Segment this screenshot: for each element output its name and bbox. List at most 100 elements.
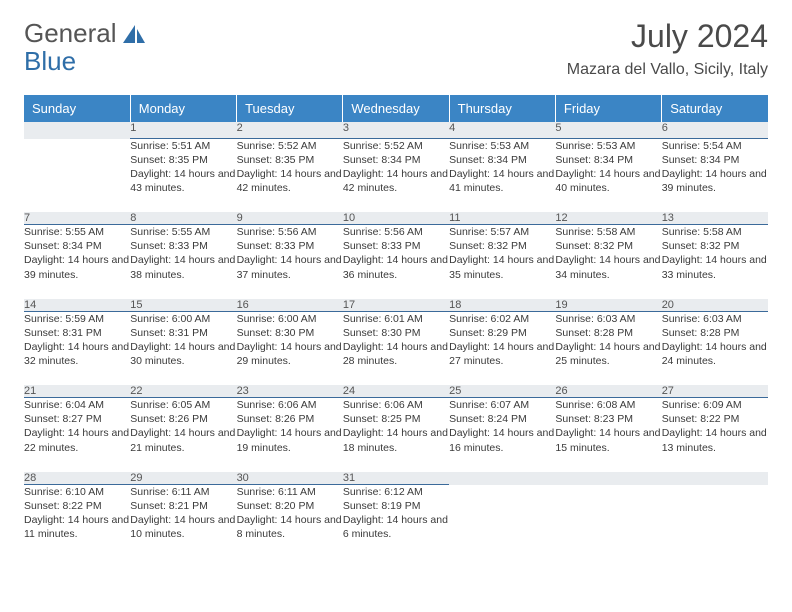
day-number-cell: 2 [237,122,343,138]
logo: General [24,18,149,49]
sunset-line: Sunset: 8:34 PM [555,153,661,167]
logo-text-2: Blue [24,46,76,77]
day-number-row: 14151617181920 [24,295,768,312]
daylight-line: Daylight: 14 hours and 41 minutes. [449,167,555,195]
sunset-line: Sunset: 8:23 PM [555,412,661,426]
sunrise-line: Sunrise: 6:03 AM [555,312,661,326]
sunset-line: Sunset: 8:35 PM [130,153,236,167]
day-number-cell: 6 [662,122,768,138]
sunset-line: Sunset: 8:30 PM [237,326,343,340]
day-number-cell: 11 [449,208,555,225]
sunset-line: Sunset: 8:28 PM [662,326,768,340]
sunrise-line: Sunrise: 5:58 AM [662,225,768,239]
sunset-line: Sunset: 8:33 PM [237,239,343,253]
page-header: General July 2024 Mazara del Vallo, Sici… [24,18,768,79]
weekday-header: Monday [130,95,236,122]
daylight-line: Daylight: 14 hours and 38 minutes. [130,253,236,281]
sunset-line: Sunset: 8:22 PM [662,412,768,426]
sunrise-line: Sunrise: 6:09 AM [662,398,768,412]
sunset-line: Sunset: 8:32 PM [662,239,768,253]
day-content-cell: Sunrise: 5:51 AMSunset: 8:35 PMDaylight:… [130,138,236,208]
day-number-row: 123456 [24,122,768,138]
sunrise-line: Sunrise: 6:01 AM [343,312,449,326]
day-content-cell: Sunrise: 5:56 AMSunset: 8:33 PMDaylight:… [237,225,343,295]
day-content-cell: Sunrise: 6:03 AMSunset: 8:28 PMDaylight:… [662,311,768,381]
day-content-cell: Sunrise: 6:07 AMSunset: 8:24 PMDaylight:… [449,398,555,468]
sunrise-line: Sunrise: 5:52 AM [343,139,449,153]
sunrise-line: Sunrise: 6:06 AM [343,398,449,412]
day-content-cell: Sunrise: 5:53 AMSunset: 8:34 PMDaylight:… [449,138,555,208]
day-content-cell: Sunrise: 5:55 AMSunset: 8:34 PMDaylight:… [24,225,130,295]
daylight-line: Daylight: 14 hours and 10 minutes. [130,513,236,541]
day-content-cell: Sunrise: 5:55 AMSunset: 8:33 PMDaylight:… [130,225,236,295]
day-content-cell: Sunrise: 5:56 AMSunset: 8:33 PMDaylight:… [343,225,449,295]
day-content-cell: Sunrise: 6:03 AMSunset: 8:28 PMDaylight:… [555,311,661,381]
day-content-cell: Sunrise: 5:52 AMSunset: 8:35 PMDaylight:… [237,138,343,208]
daylight-line: Daylight: 14 hours and 42 minutes. [237,167,343,195]
day-content-row: Sunrise: 5:59 AMSunset: 8:31 PMDaylight:… [24,311,768,381]
logo-text-1: General [24,18,117,49]
daylight-line: Daylight: 14 hours and 18 minutes. [343,426,449,454]
day-content-cell: Sunrise: 6:01 AMSunset: 8:30 PMDaylight:… [343,311,449,381]
weekday-row: SundayMondayTuesdayWednesdayThursdayFrid… [24,95,768,122]
day-content-cell [449,484,555,554]
sunset-line: Sunset: 8:21 PM [130,499,236,513]
sunrise-line: Sunrise: 6:02 AM [449,312,555,326]
day-number-cell: 13 [662,208,768,225]
day-content-cell: Sunrise: 5:58 AMSunset: 8:32 PMDaylight:… [555,225,661,295]
sunrise-line: Sunrise: 5:59 AM [24,312,130,326]
day-content-cell: Sunrise: 6:10 AMSunset: 8:22 PMDaylight:… [24,484,130,554]
daylight-line: Daylight: 14 hours and 37 minutes. [237,253,343,281]
day-content-cell: Sunrise: 6:02 AMSunset: 8:29 PMDaylight:… [449,311,555,381]
day-number-cell: 3 [343,122,449,138]
day-number-cell [555,468,661,485]
sunset-line: Sunset: 8:34 PM [24,239,130,253]
day-number-cell: 10 [343,208,449,225]
sunset-line: Sunset: 8:26 PM [130,412,236,426]
daylight-line: Daylight: 14 hours and 43 minutes. [130,167,236,195]
sunset-line: Sunset: 8:35 PM [237,153,343,167]
day-content-cell: Sunrise: 6:11 AMSunset: 8:21 PMDaylight:… [130,484,236,554]
day-number-cell [449,468,555,485]
daylight-line: Daylight: 14 hours and 32 minutes. [24,340,130,368]
daylight-line: Daylight: 14 hours and 21 minutes. [130,426,236,454]
weekday-header: Saturday [662,95,768,122]
day-number-cell: 24 [343,381,449,398]
day-number-cell: 9 [237,208,343,225]
day-content-row: Sunrise: 5:51 AMSunset: 8:35 PMDaylight:… [24,138,768,208]
month-title: July 2024 [567,18,768,55]
day-number-cell [24,122,130,138]
day-number-cell: 4 [449,122,555,138]
day-number-cell: 8 [130,208,236,225]
day-number-cell: 18 [449,295,555,312]
daylight-line: Daylight: 14 hours and 11 minutes. [24,513,130,541]
day-content-cell: Sunrise: 6:00 AMSunset: 8:31 PMDaylight:… [130,311,236,381]
weekday-header: Wednesday [343,95,449,122]
daylight-line: Daylight: 14 hours and 40 minutes. [555,167,661,195]
day-number-row: 28293031 [24,468,768,485]
sunrise-line: Sunrise: 5:52 AM [237,139,343,153]
title-block: July 2024 Mazara del Vallo, Sicily, Ital… [567,18,768,79]
day-number-cell: 25 [449,381,555,398]
sunset-line: Sunset: 8:20 PM [237,499,343,513]
sunset-line: Sunset: 8:34 PM [449,153,555,167]
day-number-row: 21222324252627 [24,381,768,398]
weekday-header: Tuesday [237,95,343,122]
daylight-line: Daylight: 14 hours and 33 minutes. [662,253,768,281]
sunset-line: Sunset: 8:24 PM [449,412,555,426]
day-content-row: Sunrise: 6:04 AMSunset: 8:27 PMDaylight:… [24,398,768,468]
day-content-cell: Sunrise: 6:04 AMSunset: 8:27 PMDaylight:… [24,398,130,468]
daylight-line: Daylight: 14 hours and 39 minutes. [662,167,768,195]
sunrise-line: Sunrise: 5:54 AM [662,139,768,153]
day-content-cell: Sunrise: 6:06 AMSunset: 8:25 PMDaylight:… [343,398,449,468]
sunset-line: Sunset: 8:34 PM [662,153,768,167]
sunset-line: Sunset: 8:31 PM [24,326,130,340]
day-number-cell [662,468,768,485]
day-content-row: Sunrise: 5:55 AMSunset: 8:34 PMDaylight:… [24,225,768,295]
day-content-cell: Sunrise: 6:05 AMSunset: 8:26 PMDaylight:… [130,398,236,468]
daylight-line: Daylight: 14 hours and 42 minutes. [343,167,449,195]
day-number-cell: 1 [130,122,236,138]
day-content-cell: Sunrise: 5:54 AMSunset: 8:34 PMDaylight:… [662,138,768,208]
day-content-cell [662,484,768,554]
daylight-line: Daylight: 14 hours and 19 minutes. [237,426,343,454]
